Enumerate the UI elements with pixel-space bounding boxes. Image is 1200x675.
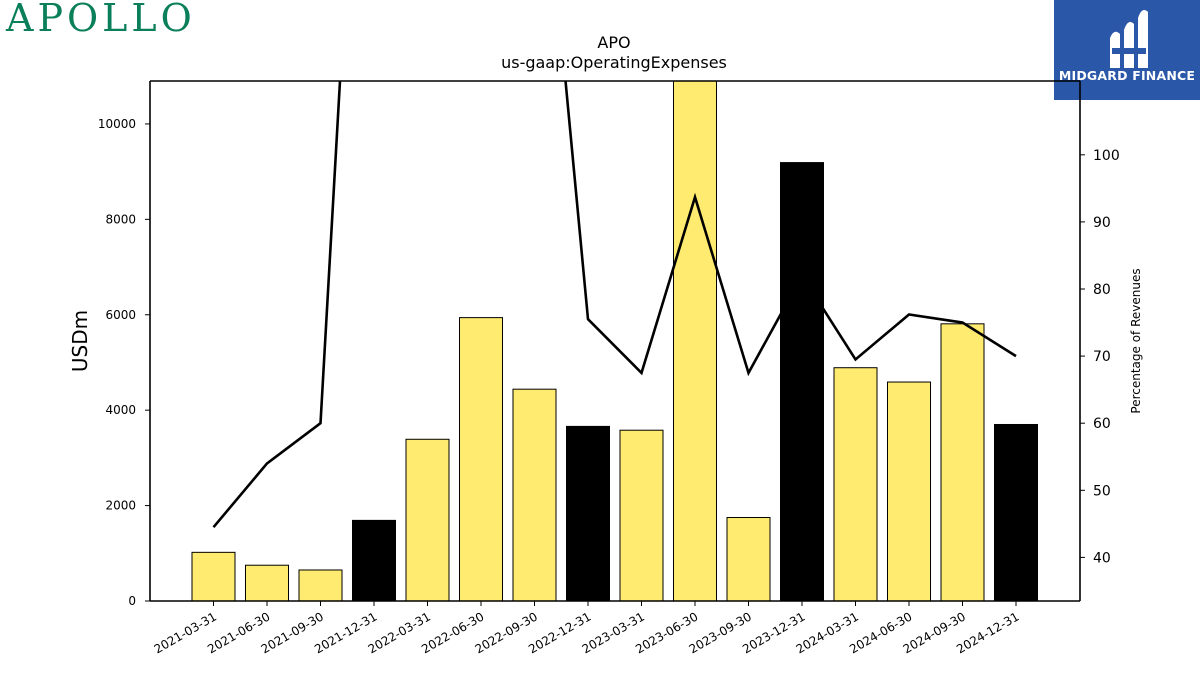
y-tick-label: 8000 (105, 212, 136, 226)
y-tick-label: 4000 (105, 403, 136, 417)
bar-2022-06-30 (459, 317, 503, 602)
bar-2024-03-31 (833, 367, 878, 602)
bar-2021-03-31 (191, 551, 236, 602)
bar-2022-12-31 (566, 425, 610, 602)
midgard-finance-badge: MIDGARD FINANCE (1054, 0, 1200, 100)
bar-2023-12-31 (780, 162, 824, 602)
y-tick-label: 10000 (98, 117, 136, 131)
bar-2021-09-30 (298, 569, 343, 602)
bar-2023-09-30 (726, 517, 771, 602)
bar-2022-03-31 (405, 438, 450, 602)
y2-tick-label: 80 (1093, 282, 1111, 298)
midgard-logo-icon (1110, 10, 1148, 68)
y2-tick-label: 60 (1093, 416, 1111, 432)
badge-label: MIDGARD FINANCE (1058, 68, 1196, 83)
y-axis-label: USDm (68, 310, 92, 372)
y-tick-label: 0 (128, 594, 136, 608)
y-tick-label: 6000 (105, 308, 136, 322)
bar-2023-03-31 (619, 429, 664, 602)
bar-2024-09-30 (940, 323, 985, 602)
y2-tick-label: 100 (1093, 148, 1120, 164)
bar-2021-06-30 (245, 564, 289, 602)
bar-2024-06-30 (887, 381, 931, 602)
bar-2021-12-31 (352, 519, 396, 602)
chart-title: APO (597, 33, 630, 52)
bar-2023-06-30 (673, 80, 717, 602)
bar-2024-12-31 (994, 423, 1038, 602)
bar-2022-09-30 (512, 388, 557, 602)
company-logo: APOLLO (6, 0, 196, 40)
y2-axis-label: Percentage of Revenues (1129, 268, 1143, 413)
y-tick-label: 2000 (105, 499, 136, 513)
y2-tick-label: 70 (1093, 349, 1111, 365)
chart-subtitle: us-gaap:OperatingExpenses (501, 53, 727, 72)
percentage-of-revenues-line (212, 81, 1017, 529)
y2-tick-label: 90 (1093, 215, 1111, 231)
y2-tick-label: 40 (1093, 550, 1111, 566)
y2-tick-label: 50 (1093, 483, 1111, 499)
